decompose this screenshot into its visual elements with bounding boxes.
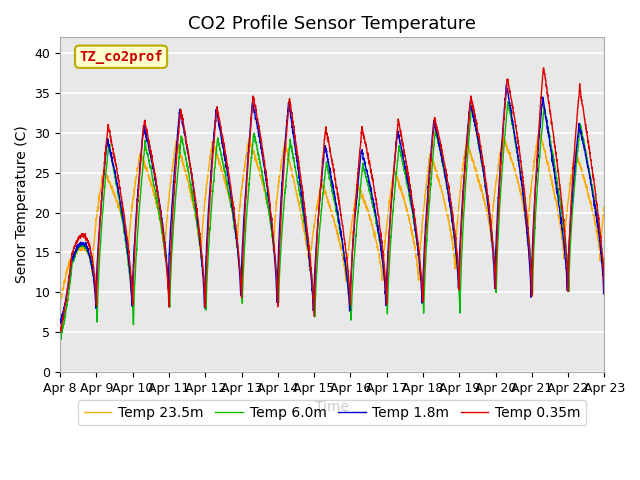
Temp 23.5m bbox=[56, 297, 64, 302]
Temp 0.35m bbox=[56, 329, 64, 335]
Temp 23.5m bbox=[289, 174, 296, 180]
Temp 0.35m bbox=[531, 191, 539, 196]
Line: Temp 0.35m: Temp 0.35m bbox=[60, 68, 604, 332]
Temp 6.0m bbox=[590, 194, 598, 200]
Temp 23.5m bbox=[600, 204, 608, 210]
Temp 6.0m bbox=[118, 218, 126, 224]
Temp 1.8m bbox=[289, 130, 296, 135]
Line: Temp 23.5m: Temp 23.5m bbox=[60, 129, 604, 300]
Temp 23.5m bbox=[590, 213, 598, 219]
Temp 23.5m bbox=[151, 194, 159, 200]
Legend: Temp 23.5m, Temp 6.0m, Temp 1.8m, Temp 0.35m: Temp 23.5m, Temp 6.0m, Temp 1.8m, Temp 0… bbox=[78, 400, 586, 425]
Temp 0.35m bbox=[540, 65, 547, 71]
Line: Temp 1.8m: Temp 1.8m bbox=[60, 84, 604, 323]
Temp 6.0m bbox=[532, 215, 540, 221]
Temp 23.5m bbox=[118, 217, 126, 223]
Temp 0.35m bbox=[118, 201, 126, 206]
Temp 23.5m bbox=[265, 208, 273, 214]
X-axis label: Time: Time bbox=[316, 400, 349, 414]
Temp 23.5m bbox=[531, 152, 539, 158]
Temp 0.35m bbox=[151, 172, 159, 178]
Temp 1.8m bbox=[57, 320, 65, 326]
Temp 0.35m bbox=[265, 193, 273, 199]
Temp 1.8m bbox=[590, 198, 598, 204]
Temp 1.8m bbox=[532, 185, 540, 191]
Temp 6.0m bbox=[56, 332, 64, 337]
Temp 0.35m bbox=[289, 120, 296, 125]
Temp 6.0m bbox=[600, 274, 608, 280]
Temp 0.35m bbox=[600, 290, 608, 296]
Temp 0.35m bbox=[56, 329, 64, 335]
Temp 23.5m bbox=[56, 298, 64, 303]
Temp 6.0m bbox=[57, 336, 65, 342]
Temp 1.8m bbox=[151, 173, 159, 179]
Y-axis label: Senor Temperature (C): Senor Temperature (C) bbox=[15, 126, 29, 284]
Temp 1.8m bbox=[56, 318, 64, 324]
Temp 1.8m bbox=[502, 82, 510, 87]
Temp 1.8m bbox=[118, 211, 126, 216]
Temp 1.8m bbox=[265, 197, 273, 203]
Temp 6.0m bbox=[151, 185, 159, 191]
Temp 1.8m bbox=[600, 264, 608, 269]
Temp 6.0m bbox=[289, 151, 296, 157]
Temp 6.0m bbox=[265, 210, 273, 216]
Title: CO2 Profile Sensor Temperature: CO2 Profile Sensor Temperature bbox=[188, 15, 476, 33]
Temp 6.0m bbox=[504, 99, 512, 105]
Line: Temp 6.0m: Temp 6.0m bbox=[60, 102, 604, 339]
Temp 0.35m bbox=[590, 180, 598, 186]
Temp 23.5m bbox=[536, 126, 543, 132]
Text: TZ_co2prof: TZ_co2prof bbox=[79, 50, 163, 64]
